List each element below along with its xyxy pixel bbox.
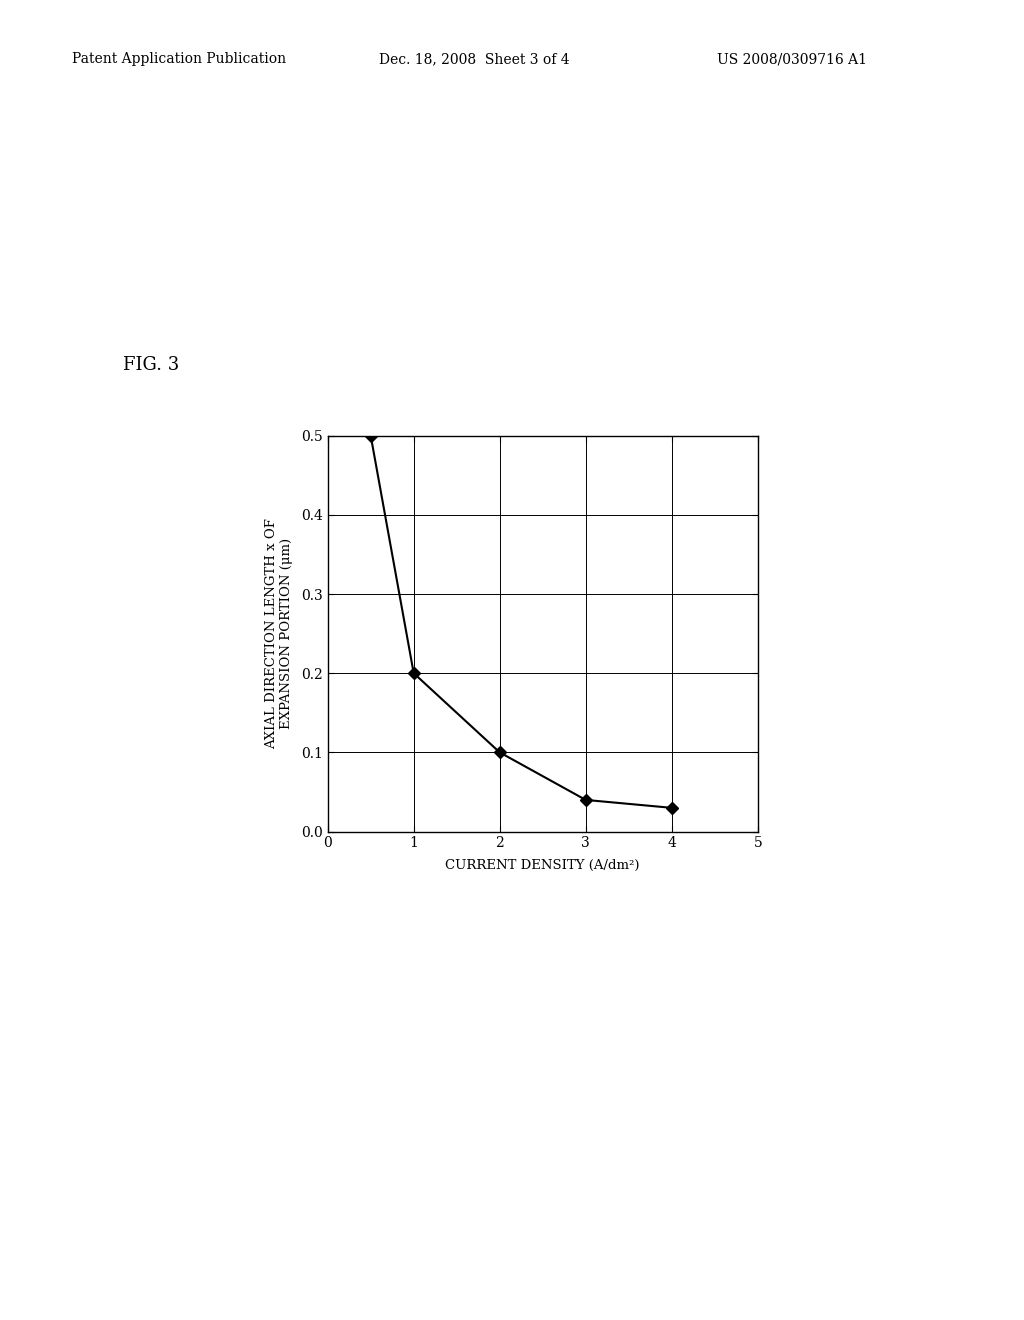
Text: Dec. 18, 2008  Sheet 3 of 4: Dec. 18, 2008 Sheet 3 of 4 [379,53,569,66]
Text: Patent Application Publication: Patent Application Publication [72,53,286,66]
Y-axis label: AXIAL DIRECTION LENGTH x OF
EXPANSION PORTION (μm): AXIAL DIRECTION LENGTH x OF EXPANSION PO… [264,519,293,748]
X-axis label: CURRENT DENSITY (A/dm²): CURRENT DENSITY (A/dm²) [445,859,640,871]
Text: US 2008/0309716 A1: US 2008/0309716 A1 [717,53,866,66]
Text: FIG. 3: FIG. 3 [123,355,179,374]
